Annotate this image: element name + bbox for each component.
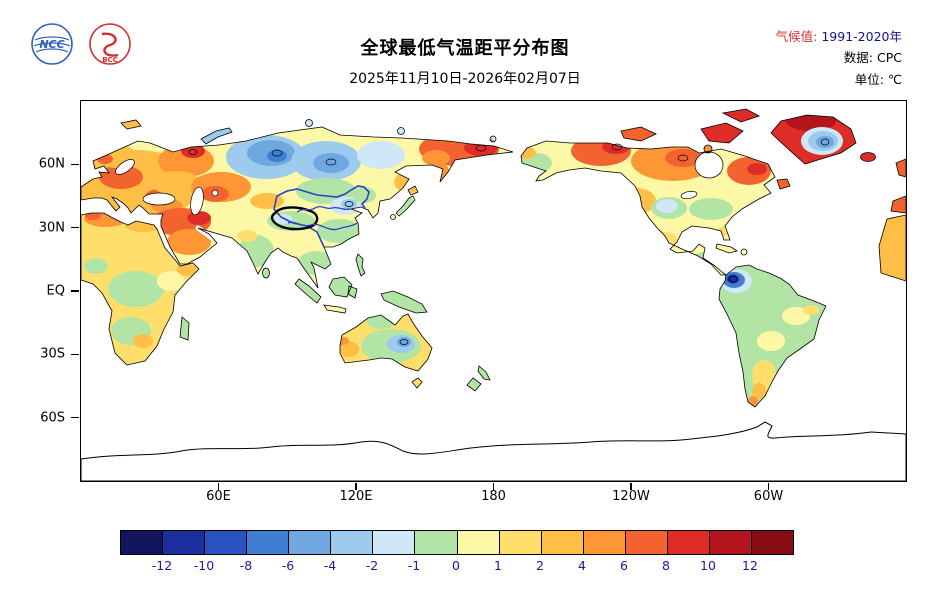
china-annotations [270,185,370,248]
lat-tick-label-30N: 30N [38,220,65,236]
colorbar-tick-8: 8 [662,558,670,573]
colorbar-tick--8: -8 [239,558,253,573]
data-source-line: 数据: CPC [776,47,902,68]
colorbar-tick-6: 6 [620,558,628,573]
colorbar-tick-10: 10 [700,558,716,573]
lat-tick-label-EQ: EQ [46,283,65,299]
colorbar-cell-4 [289,531,332,554]
unit-value: ℃ [887,71,902,87]
ncc-logo-text: NCC [39,38,64,51]
colorbar-cell-3 [247,531,290,554]
colorbar-tick--1: -1 [407,558,421,573]
ncc-logo: NCC [31,23,73,65]
contour-specks [188,138,830,345]
colorbar-cell-5 [331,531,374,554]
island-victoria [621,127,656,141]
caspian-sea [190,186,204,216]
colorbar-tick--4: -4 [323,558,337,573]
colorbar-cell-8 [457,531,500,554]
lat-tick-label-60S: 60S [40,410,65,426]
climate-value: 1991-2020年 [821,29,902,44]
lat-tick-mark [71,226,79,229]
bcc-logo: BCC [89,23,131,65]
colorbar-cell-12 [625,531,668,554]
latitude-axis: 60N 30N EQ 30S 60S [0,101,79,481]
lon-tick-label-120E: 120E [339,489,373,504]
baltic-sea [115,159,135,175]
lon-tick-label-120W: 120W [612,489,650,504]
colorbar-tick-2: 2 [536,558,544,573]
climate-label: 气候值: [775,29,818,44]
inland-water [115,151,724,241]
black-sea [142,192,176,206]
colorbar-tick-0: 0 [452,558,460,573]
tibet-plateau-outline [270,206,319,231]
aral-sea [211,189,219,197]
colorbar-cell-11 [583,531,626,554]
colorbar-tick--6: -6 [281,558,295,573]
colorbar-tick--12: -12 [151,558,173,573]
colorbar-cell-13 [667,531,710,554]
hudson-bay [694,151,724,179]
unit-line: 单位: ℃ [776,69,902,90]
lon-tick-mark [767,483,770,490]
colorbar-cell-1 [163,531,206,554]
colorbar-cell-6 [373,531,416,554]
colorbar-cell-9 [499,531,542,554]
colorbar-cell-10 [541,531,584,554]
sliver-west-africa [879,215,906,281]
logo-block: NCC BCC [30,22,132,66]
lon-tick-label-60E: 60E [206,489,231,504]
yangtze-river-line [287,221,358,231]
lat-tick-mark [71,353,79,356]
lat-tick-mark [71,290,79,292]
info-block: 气候值: 1991-2020年 数据: CPC 单位: ℃ [776,26,902,90]
lat-tick-mark [71,163,79,166]
world-map-svg [81,108,906,481]
longitude-axis: 60E 120E 180 120W 60W [81,483,906,507]
lon-tick-label-60W: 60W [753,489,784,504]
colorbar-labels: -12 -10 -8 -6 -4 -2 -1 0 1 2 4 6 8 10 12 [120,558,792,576]
data-value: CPC [877,50,902,66]
lat-tick-mark [71,416,79,419]
antarctica-outline [81,421,906,481]
island-tasmania [412,378,422,388]
map-frame [80,100,907,482]
colorbar-tick-1: 1 [494,558,502,573]
great-lakes [680,190,698,200]
lon-tick-label-180: 180 [481,489,506,504]
colorbar-tick-12: 12 [742,558,758,573]
colorbar-cell-2 [205,531,248,554]
lat-tick-label-60N: 60N [38,156,65,172]
colorbar-cell-7 [415,531,458,554]
colorbar-cell-0 [121,531,164,554]
colorbar [120,530,794,555]
island-novaya-zemlya [201,128,232,144]
colorbar-cell-15 [751,531,793,554]
lon-tick-mark [630,483,632,490]
island-nz-south [467,378,481,391]
island-baffin [701,123,743,143]
colorbar-tick-4: 4 [578,558,586,573]
lon-tick-mark [492,483,495,490]
china-border-line [273,185,370,248]
lon-tick-mark [355,483,357,490]
climate-baseline-line: 气候值: 1991-2020年 [776,26,902,47]
colorbar-tick--2: -2 [365,558,379,573]
colorbar-cell-14 [709,531,752,554]
lon-tick-mark [217,483,220,490]
lat-tick-label-30S: 30S [40,346,65,362]
data-label: 数据: [843,50,874,66]
colorbar-tick--10: -10 [193,558,215,573]
bcc-logo-text: BCC [102,56,118,64]
unit-label: 单位: [854,71,884,87]
yellow-river-line [296,205,351,213]
